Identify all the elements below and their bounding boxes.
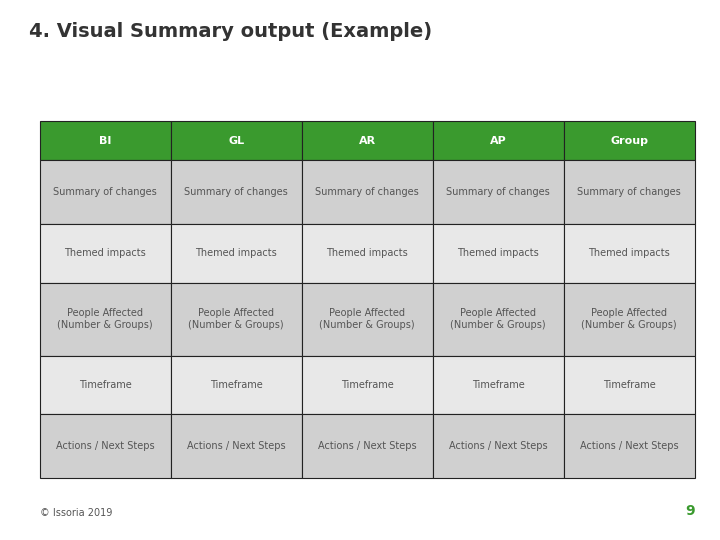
Text: People Affected
(Number & Groups): People Affected (Number & Groups) xyxy=(189,308,284,330)
Text: Summary of changes: Summary of changes xyxy=(53,187,157,198)
Bar xyxy=(40,225,171,282)
Bar xyxy=(40,122,171,160)
Text: People Affected
(Number & Groups): People Affected (Number & Groups) xyxy=(582,308,677,330)
Text: Summary of changes: Summary of changes xyxy=(184,187,288,198)
Bar xyxy=(564,160,695,225)
Bar xyxy=(433,356,564,414)
Text: People Affected
(Number & Groups): People Affected (Number & Groups) xyxy=(58,308,153,330)
Bar xyxy=(40,160,171,225)
Text: © Issoria 2019: © Issoria 2019 xyxy=(40,508,112,518)
Text: Timeframe: Timeframe xyxy=(341,380,394,390)
Bar xyxy=(40,414,171,478)
Bar xyxy=(564,356,695,414)
Text: Actions / Next Steps: Actions / Next Steps xyxy=(449,441,547,451)
Bar xyxy=(302,225,433,282)
Bar xyxy=(171,356,302,414)
Bar xyxy=(564,225,695,282)
Text: Themed impacts: Themed impacts xyxy=(64,248,146,259)
Text: Actions / Next Steps: Actions / Next Steps xyxy=(56,441,154,451)
Bar xyxy=(433,282,564,356)
Text: 9: 9 xyxy=(685,504,695,518)
Text: Themed impacts: Themed impacts xyxy=(588,248,670,259)
Text: Summary of changes: Summary of changes xyxy=(577,187,681,198)
Text: AR: AR xyxy=(359,136,376,146)
Text: Timeframe: Timeframe xyxy=(603,380,656,390)
Text: Summary of changes: Summary of changes xyxy=(446,187,550,198)
Bar xyxy=(433,160,564,225)
Bar xyxy=(302,122,433,160)
Text: Timeframe: Timeframe xyxy=(210,380,263,390)
Text: 4. Visual Summary output (Example): 4. Visual Summary output (Example) xyxy=(29,22,432,40)
Bar xyxy=(171,414,302,478)
Bar xyxy=(302,282,433,356)
Text: Timeframe: Timeframe xyxy=(78,380,132,390)
Bar xyxy=(433,225,564,282)
Bar xyxy=(171,225,302,282)
Bar xyxy=(433,122,564,160)
Bar xyxy=(171,122,302,160)
Text: GL: GL xyxy=(228,136,244,146)
Bar xyxy=(433,414,564,478)
Bar xyxy=(564,414,695,478)
Text: People Affected
(Number & Groups): People Affected (Number & Groups) xyxy=(451,308,546,330)
Text: Themed impacts: Themed impacts xyxy=(457,248,539,259)
Text: Group: Group xyxy=(611,136,648,146)
Text: AP: AP xyxy=(490,136,507,146)
Text: People Affected
(Number & Groups): People Affected (Number & Groups) xyxy=(320,308,415,330)
Text: Timeframe: Timeframe xyxy=(472,380,525,390)
Text: Actions / Next Steps: Actions / Next Steps xyxy=(187,441,285,451)
Bar xyxy=(564,122,695,160)
Text: Themed impacts: Themed impacts xyxy=(195,248,277,259)
Text: Actions / Next Steps: Actions / Next Steps xyxy=(318,441,416,451)
Bar xyxy=(40,356,171,414)
Text: Themed impacts: Themed impacts xyxy=(326,248,408,259)
Bar xyxy=(171,282,302,356)
Text: Summary of changes: Summary of changes xyxy=(315,187,419,198)
Bar xyxy=(302,160,433,225)
Text: BI: BI xyxy=(99,136,112,146)
Bar xyxy=(302,414,433,478)
Bar xyxy=(302,356,433,414)
Bar xyxy=(564,282,695,356)
Text: Actions / Next Steps: Actions / Next Steps xyxy=(580,441,678,451)
Bar xyxy=(40,282,171,356)
Bar xyxy=(171,160,302,225)
